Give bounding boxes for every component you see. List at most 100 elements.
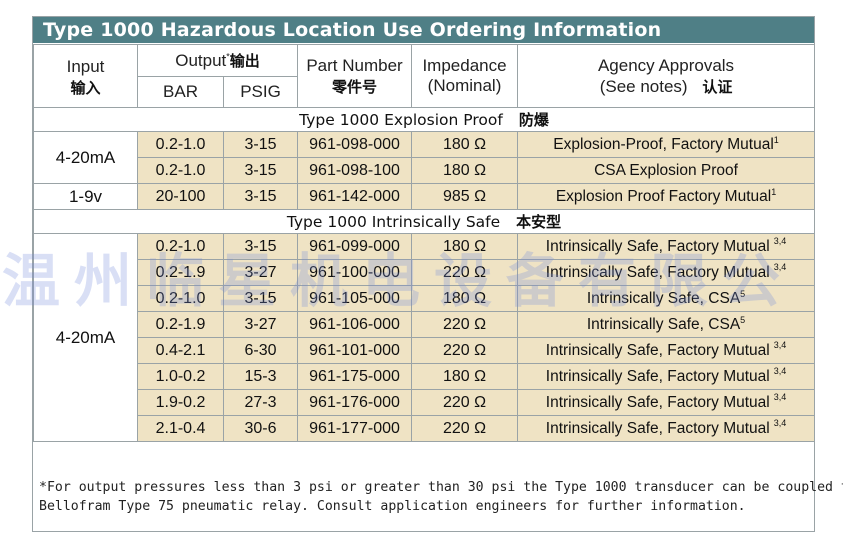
header-agency-cn: 认证	[702, 77, 733, 96]
note-reference: 3,4	[773, 340, 787, 351]
agency-approval-text: Explosion Proof Factory Mutual	[555, 187, 772, 205]
header-output-cn: 输出	[229, 51, 260, 70]
psig-cell: 3-27	[222, 311, 299, 338]
psig-cell: 15-3	[222, 363, 299, 390]
agency-approval-text: Intrinsically Safe, Factory Mutual	[545, 367, 770, 385]
part-number-cell: 961-099-000	[297, 233, 413, 260]
impedance-cell: 220 Ω	[411, 259, 519, 286]
section-title-cn: 防爆	[518, 111, 549, 129]
header-impedance: Impedance (Nominal)	[411, 44, 519, 108]
input-signal-cell: 4-20mA	[33, 131, 138, 184]
header-part-number: Part Number 零件号	[297, 44, 413, 108]
footnote-line-2: Bellofram Type 75 pneumatic relay. Consu…	[39, 499, 746, 514]
agency-approval-cell: Explosion Proof Factory Mutual1	[517, 183, 816, 210]
impedance-cell: 220 Ω	[411, 311, 519, 338]
header-output-star: *	[226, 51, 230, 62]
bar-cell: 1.9-0.2	[137, 389, 224, 416]
psig-cell: 30-6	[222, 415, 299, 442]
header-part-number-cn: 零件号	[332, 77, 378, 96]
part-number-cell: 961-100-000	[297, 259, 413, 286]
part-number-cell: 961-101-000	[297, 337, 413, 364]
panel-title: Type 1000 Hazardous Location Use Orderin…	[33, 17, 814, 43]
part-number-cell: 961-098-100	[297, 157, 413, 184]
agency-approval-cell: Intrinsically Safe, Factory Mutual 3,4	[517, 233, 816, 260]
agency-approval-cell: Intrinsically Safe, Factory Mutual 3,4	[517, 415, 816, 442]
table-row: 0.2-1.9 3-27 961-106-000 220 Ω Intrinsically…	[34, 311, 816, 338]
section-title-text: Type 1000 Explosion Proof	[299, 111, 503, 129]
input-signal-cell: 1-9v	[33, 183, 138, 210]
note-reference: 3,4	[773, 262, 787, 273]
agency-approval-cell: Explosion-Proof, Factory Mutual1	[517, 131, 816, 158]
note-reference: 1	[771, 186, 777, 197]
agency-approval-cell: Intrinsically Safe, CSA5	[517, 311, 816, 338]
note-reference: 1	[773, 134, 779, 145]
psig-cell: 3-27	[222, 259, 299, 286]
table-row: 4-20mA 0.2-1.0 3-15 961-099-000 180 Ω Intrins…	[33, 233, 816, 442]
header-part-number-label: Part Number	[306, 55, 403, 75]
bar-cell: 1.0-0.2	[137, 363, 224, 390]
impedance-cell: 220 Ω	[411, 415, 519, 442]
header-input: Input 输入	[33, 44, 138, 108]
bar-cell: 0.2-1.9	[137, 311, 224, 338]
section-title: Type 1000 Explosion Proof 防爆	[32, 107, 816, 132]
header-agency: Agency Approvals (See notes) 认证	[517, 44, 816, 108]
table-row: 1.0-0.2 15-3 961-175-000 180 Ω Intrinsically…	[34, 363, 816, 390]
psig-cell: 3-15	[222, 157, 299, 184]
impedance-cell: 180 Ω	[411, 285, 519, 312]
psig-cell: 3-15	[222, 285, 299, 312]
bar-cell: 0.2-1.0	[137, 131, 224, 158]
footnote: *For output pressures less than 3 psi or…	[39, 478, 843, 516]
part-number-cell: 961-105-000	[297, 285, 413, 312]
agency-approval-text: Explosion-Proof, Factory Mutual	[553, 135, 774, 153]
agency-approval-text: CSA Explosion Proof	[594, 161, 738, 179]
table-row: 0.2-1.9 3-27 961-100-000 220 Ω Intrinsically…	[34, 259, 816, 286]
table-row: 0.4-2.1 6-30 961-101-000 220 Ω Intrinsically…	[34, 337, 816, 364]
section-title-text: Type 1000 Intrinsically Safe	[286, 213, 501, 231]
note-reference: 3,4	[773, 392, 787, 403]
bar-cell: 0.4-2.1	[137, 337, 224, 364]
agency-approval-text: Intrinsically Safe, Factory Mutual	[545, 393, 770, 411]
psig-cell: 3-15	[222, 233, 299, 260]
impedance-cell: 985 Ω	[411, 183, 519, 210]
agency-approval-cell: Intrinsically Safe, Factory Mutual 3,4	[517, 389, 816, 416]
header-input-cn: 输入	[70, 78, 101, 97]
agency-approval-text: Intrinsically Safe, CSA	[586, 315, 741, 333]
agency-approval-text: Intrinsically Safe, Factory Mutual	[545, 263, 770, 281]
agency-approval-cell: Intrinsically Safe, Factory Mutual 3,4	[517, 337, 816, 364]
note-reference: 5	[740, 288, 746, 299]
table-row: 4-20mA 0.2-1.0 3-15 961-098-000 180 Ω Explosi…	[33, 131, 816, 184]
part-number-cell: 961-106-000	[297, 311, 413, 338]
agency-approval-text: Intrinsically Safe, Factory Mutual	[545, 341, 770, 359]
impedance-cell: 180 Ω	[411, 157, 519, 184]
header-nominal-label: (Nominal)	[427, 76, 502, 95]
impedance-cell: 180 Ω	[411, 131, 519, 158]
part-number-cell: 961-175-000	[297, 363, 413, 390]
header-input-label: Input	[66, 56, 105, 76]
input-signal-cell: 4-20mA	[33, 233, 138, 442]
agency-approval-text: Intrinsically Safe, CSA	[586, 289, 741, 307]
header-see-notes: (See notes)	[599, 76, 688, 96]
header-psig: PSIG	[222, 75, 299, 108]
section-title-cn: 本安型	[516, 213, 562, 231]
psig-cell: 27-3	[222, 389, 299, 416]
part-number-cell: 961-098-000	[297, 131, 413, 158]
table-row: 2.1-0.4 30-6 961-177-000 220 Ω Intrinsically…	[34, 415, 816, 442]
header-output-label: Output	[175, 50, 227, 70]
table-row: 1-9v 20-100 3-15 961-142-000 985 Ω Explosion …	[33, 183, 816, 210]
bar-cell: 0.2-1.0	[137, 233, 224, 260]
section-header-row: Type 1000 Intrinsically Safe 本安型	[32, 209, 816, 234]
bar-cell: 20-100	[137, 183, 224, 210]
table-row: 0.2-1.0 3-15 961-098-100 180 Ω CSA Explosion…	[34, 157, 816, 184]
agency-approval-cell: Intrinsically Safe, CSA5	[517, 285, 816, 312]
header-output: Output*输出	[136, 44, 299, 77]
part-number-cell: 961-142-000	[297, 183, 413, 210]
agency-approval-cell: CSA Explosion Proof	[517, 157, 816, 184]
part-number-cell: 961-176-000	[297, 389, 413, 416]
impedance-cell: 180 Ω	[411, 233, 519, 260]
psig-cell: 3-15	[222, 131, 299, 158]
note-reference: 3,4	[773, 418, 787, 429]
bar-cell: 0.2-1.9	[137, 259, 224, 286]
ordering-table: Input 输入 Output*输出 Part Number 零件号 Imped…	[32, 44, 816, 442]
bar-cell: 0.2-1.0	[137, 157, 224, 184]
footnote-line-1: *For output pressures less than 3 psi or…	[39, 480, 843, 495]
